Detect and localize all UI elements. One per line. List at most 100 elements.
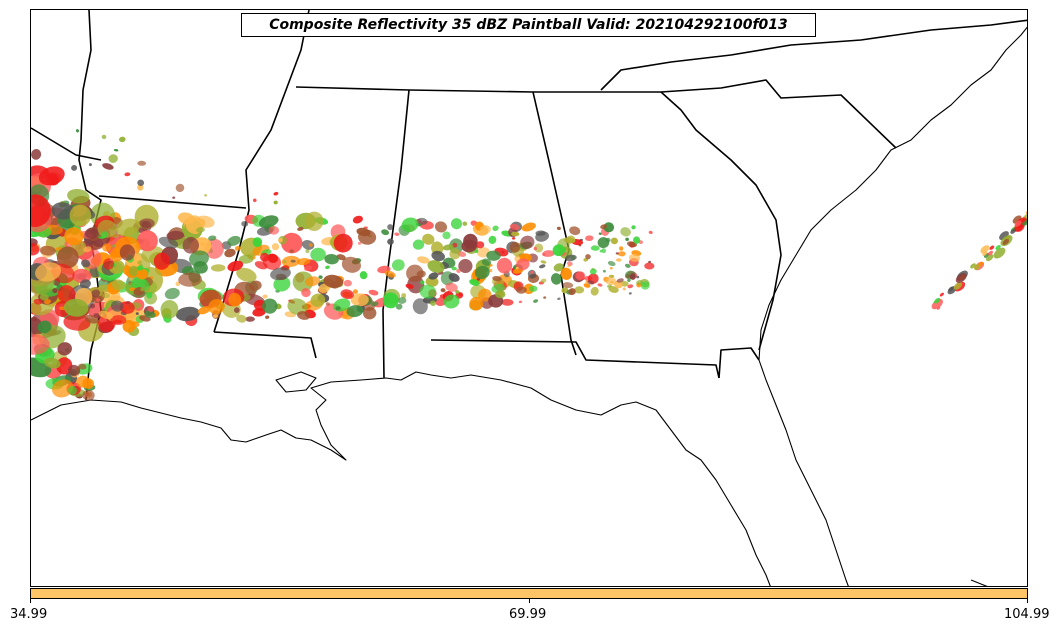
reflectivity-cell <box>135 312 139 315</box>
reflectivity-cell <box>252 198 257 203</box>
reflectivity-cell <box>325 265 330 270</box>
reflectivity-cell <box>271 243 280 251</box>
reflectivity-cell <box>208 299 225 315</box>
reflectivity-cell <box>325 302 330 306</box>
reflectivity-cell <box>69 204 92 227</box>
reflectivity-cell <box>597 283 603 287</box>
reflectivity-cell <box>353 289 358 294</box>
reflectivity-cell <box>442 244 454 251</box>
reflectivity-cell <box>617 251 626 257</box>
reflectivity-cell <box>552 244 565 257</box>
reflectivity-cell <box>509 241 521 253</box>
reflectivity-cell <box>614 281 623 289</box>
reflectivity-cell <box>273 276 291 292</box>
reflectivity-cell <box>136 265 144 271</box>
reflectivity-cell <box>227 235 241 246</box>
reflectivity-cell <box>282 260 287 264</box>
reflectivity-cell <box>619 246 624 251</box>
reflectivity-cell <box>993 247 1006 259</box>
reflectivity-cell <box>262 298 278 314</box>
reflectivity-cell <box>590 245 600 251</box>
reflectivity-cell <box>605 237 611 243</box>
reflectivity-cell <box>84 227 99 239</box>
reflectivity-cell <box>111 279 126 291</box>
reflectivity-cell <box>160 300 179 319</box>
reflectivity-cell <box>412 298 428 315</box>
reflectivity-cell <box>636 275 640 279</box>
reflectivity-cell <box>197 306 211 315</box>
reflectivity-cell <box>39 293 49 301</box>
reflectivity-cell <box>567 261 573 266</box>
reflectivity-cell <box>443 294 460 309</box>
reflectivity-cell <box>324 253 339 265</box>
reflectivity-cell <box>241 221 249 227</box>
reflectivity-cell <box>500 298 514 306</box>
reflectivity-cell <box>640 281 650 290</box>
reflectivity-cell <box>67 188 90 204</box>
reflectivity-cell <box>556 226 561 231</box>
reflectivity-cell <box>310 247 326 262</box>
reflectivity-cell <box>648 260 652 264</box>
reflectivity-cell <box>233 307 240 313</box>
reflectivity-cell <box>530 270 534 274</box>
reflectivity-cell <box>463 233 478 249</box>
reflectivity-cell <box>136 268 148 280</box>
reflectivity-cell <box>278 238 283 243</box>
reflectivity-cell <box>336 254 346 261</box>
reflectivity-cell <box>540 260 547 264</box>
reflectivity-cell <box>91 289 101 298</box>
reflectivity-cell <box>227 260 244 272</box>
reflectivity-cell <box>238 254 254 264</box>
reflectivity-cell <box>384 270 396 278</box>
reflectivity-cell <box>458 258 473 274</box>
reflectivity-cell <box>252 237 263 247</box>
florida-east-coast <box>758 359 849 586</box>
reflectivity-cell <box>236 267 257 283</box>
reflectivity-cell <box>78 363 87 370</box>
reflectivity-cell <box>268 226 280 235</box>
reflectivity-cell <box>89 303 96 309</box>
reflectivity-cell <box>451 266 457 271</box>
reflectivity-cell <box>83 246 92 253</box>
louisiana-mississippi-border <box>213 331 317 359</box>
reflectivity-cell <box>629 273 636 280</box>
reflectivity-cell <box>265 315 270 319</box>
reflectivity-cell <box>310 293 326 307</box>
reflectivity-cell <box>341 256 361 273</box>
reflectivity-cell <box>304 211 324 231</box>
reflectivity-cell <box>583 283 591 288</box>
reflectivity-cell <box>204 194 208 197</box>
reflectivity-cell <box>1021 218 1026 223</box>
reflectivity-cell <box>565 254 577 262</box>
reflectivity-cell <box>115 218 140 237</box>
reflectivity-cell <box>474 249 479 253</box>
arkansas-louisiana-border <box>31 127 102 161</box>
reflectivity-cell <box>352 215 363 224</box>
reflectivity-cell <box>304 276 321 287</box>
reflectivity-cell <box>601 248 607 254</box>
reflectivity-cell <box>387 238 394 245</box>
reflectivity-cell <box>553 263 564 272</box>
reflectivity-cell <box>488 268 493 273</box>
reflectivity-cell <box>520 235 535 249</box>
reflectivity-cell <box>245 316 255 322</box>
reflectivity-cell <box>131 276 146 289</box>
reflectivity-cell <box>52 379 74 398</box>
reflectivity-cell <box>486 250 501 261</box>
reflectivity-cell <box>39 245 56 256</box>
reflectivity-cell <box>33 298 43 305</box>
reflectivity-cell <box>608 285 619 293</box>
reflectivity-cell <box>478 288 492 302</box>
reflectivity-cell <box>333 233 353 253</box>
reflectivity-cell <box>84 314 99 324</box>
colorbar-tick-mark-left <box>30 599 31 603</box>
alabama-florida-border <box>430 339 720 379</box>
reflectivity-cell <box>356 227 371 237</box>
reflectivity-cell <box>1014 220 1022 227</box>
reflectivity-cell <box>101 231 109 238</box>
reflectivity-cell <box>382 292 399 309</box>
reflectivity-cell <box>587 280 595 285</box>
reflectivity-paintball <box>31 129 1027 401</box>
reflectivity-cell <box>381 229 390 236</box>
reflectivity-cell <box>63 314 91 331</box>
